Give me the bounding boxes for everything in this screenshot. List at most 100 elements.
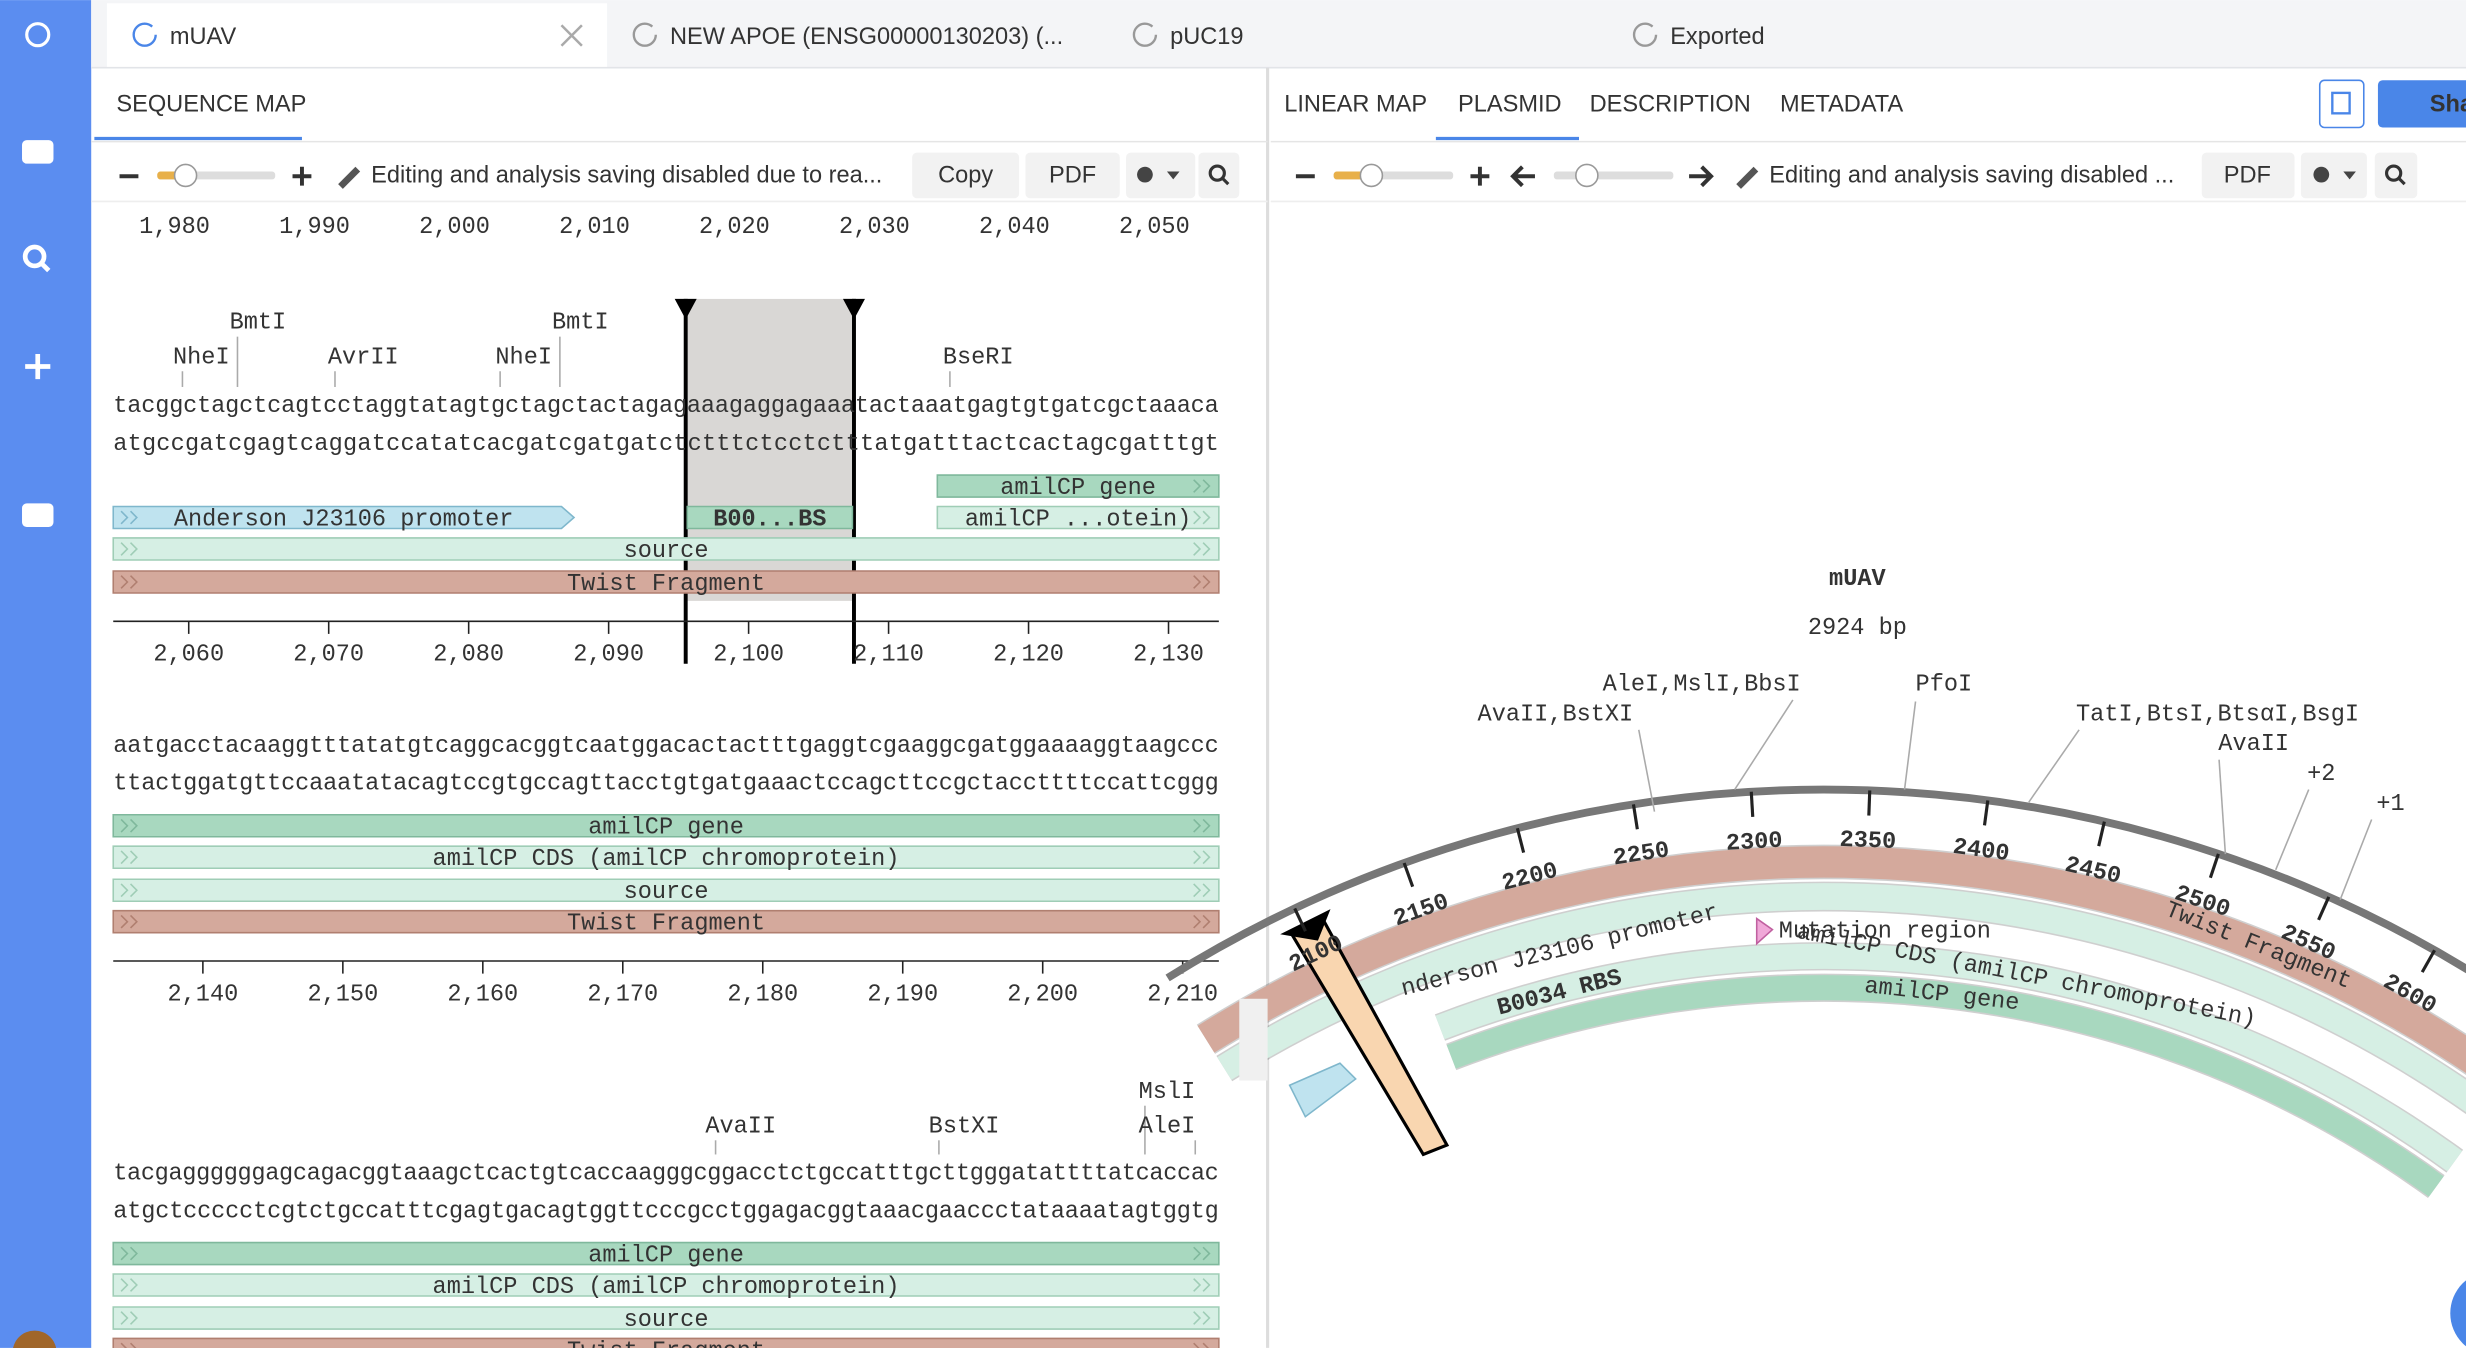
zoom-slider-thumb[interactable] [173, 163, 198, 188]
enzyme-label[interactable]: AvrII [328, 344, 399, 371]
mutation-marker[interactable] [1755, 917, 1774, 946]
search-button[interactable] [2374, 152, 2418, 199]
feature-direction [1193, 542, 1211, 556]
button-label[interactable]: Copy [938, 161, 993, 187]
cut-site-line [2339, 819, 2373, 900]
help-button[interactable] [2450, 1271, 2466, 1348]
feature[interactable] [112, 1273, 1220, 1297]
copy-link-button[interactable] [2318, 79, 2365, 129]
close-tab[interactable] [560, 24, 583, 47]
enzyme-label[interactable]: TatI,BtsI,BtsαI,BsgI [2076, 701, 2359, 728]
pdf-button[interactable] [2201, 152, 2295, 199]
feature-label[interactable]: Twist Fragment [567, 1338, 765, 1348]
enzyme-label[interactable]: NheI [173, 344, 230, 371]
settings-button[interactable] [1126, 152, 1196, 199]
edit-icon [338, 166, 361, 189]
rotate-slider-thumb[interactable] [1575, 163, 1599, 188]
share-label[interactable]: Share [2430, 91, 2466, 117]
selection-handle[interactable] [674, 298, 865, 320]
enzyme-label[interactable]: MslI [1139, 1079, 1196, 1106]
feature[interactable] [112, 505, 576, 530]
user-avatar[interactable] [13, 1330, 57, 1348]
folder-icon[interactable] [22, 503, 54, 527]
enzyme-label[interactable]: AvaII [705, 1113, 776, 1140]
settings-button[interactable] [2300, 152, 2367, 199]
enzyme-label[interactable]: +1 [2376, 791, 2404, 818]
feature[interactable] [112, 570, 1220, 594]
feature-direction [120, 1342, 137, 1348]
tab-title[interactable]: Exported [1670, 23, 1764, 49]
pdf-button[interactable] [1025, 152, 1120, 199]
panel-tab[interactable]: SEQUENCE MAP [116, 91, 306, 117]
search-icon[interactable] [22, 244, 47, 269]
enzyme-label[interactable]: PfoI [1916, 671, 1973, 698]
feature-label[interactable]: Twist Fragment [567, 911, 765, 938]
feature-label[interactable]: source [624, 538, 709, 565]
button-label[interactable]: PDF [2224, 161, 2271, 187]
enzyme-label[interactable]: AvaII,BstXI [1478, 701, 1634, 728]
panel-tab[interactable]: METADATA [1780, 91, 1903, 117]
enzyme-label[interactable]: NheI [495, 344, 552, 371]
tab-title[interactable]: mUAV [170, 23, 237, 49]
feature[interactable] [112, 813, 1220, 838]
feature[interactable] [112, 1337, 1220, 1348]
feature-label[interactable]: source [624, 879, 709, 906]
feature[interactable] [112, 1306, 1220, 1330]
tab-title[interactable]: NEW APOE (ENSG00000130203) (... [670, 23, 1063, 49]
feature[interactable] [112, 909, 1220, 934]
feature-label[interactable]: amilCP gene [588, 1242, 744, 1269]
enzyme-label[interactable]: BseRI [943, 344, 1014, 371]
feature-direction [120, 510, 138, 525]
scrollbar[interactable] [1239, 998, 1268, 1081]
feature[interactable] [1197, 846, 2466, 1085]
tab-title[interactable]: pUC19 [1170, 23, 1243, 49]
feature-label[interactable]: Anderson J23106 promoter [174, 506, 514, 533]
feature[interactable] [1217, 883, 2466, 1113]
enzyme-label[interactable]: BmtI [552, 310, 609, 337]
feature-label[interactable]: amilCP gene [588, 815, 744, 842]
panel-tab[interactable]: LINEAR MAP [1284, 91, 1427, 117]
copy-button[interactable] [912, 152, 1020, 199]
feature-label[interactable]: Twist Fragment [567, 571, 765, 598]
active-tab[interactable] [106, 3, 608, 68]
feature-label[interactable]: amilCP CDS (amilCP chromoprotein) [433, 846, 900, 873]
feature[interactable] [1446, 975, 2444, 1197]
enzyme-label[interactable]: AleI [1139, 1113, 1196, 1140]
enzyme-label[interactable]: +2 [2307, 761, 2335, 788]
logo-icon[interactable] [25, 22, 51, 48]
enzyme-label[interactable]: BstXI [929, 1113, 1000, 1140]
enzyme-label[interactable]: AvaII [2218, 731, 2289, 758]
panel-tab[interactable]: PLASMID [1458, 91, 1562, 117]
rotate-slider[interactable] [1553, 171, 1674, 180]
selection-handle[interactable] [1280, 909, 1331, 941]
search-button[interactable] [1198, 152, 1240, 199]
promoter-feature[interactable] [1288, 1062, 1357, 1118]
feature[interactable] [936, 505, 1220, 530]
tab-status-icon [132, 22, 157, 47]
feature[interactable] [112, 878, 1220, 903]
feature-label[interactable]: Mutation region [1779, 918, 1991, 945]
enzyme-label[interactable]: BmtI [230, 310, 287, 337]
feature-label[interactable]: B00...BS [713, 506, 826, 533]
feature-label[interactable]: source [624, 1307, 709, 1334]
feature[interactable] [112, 1241, 1220, 1266]
feature-label[interactable]: amilCP CDS (amilCP chromoprotein) [433, 1274, 900, 1301]
feature-label[interactable]: amilCP ...otein) [965, 506, 1191, 533]
enzyme-label[interactable]: AleI,MslI,BbsI [1603, 671, 1801, 698]
zoom-slider-thumb[interactable] [1359, 163, 1384, 188]
feature[interactable] [112, 845, 1220, 870]
panel-tab[interactable]: DESCRIPTION [1590, 91, 1751, 117]
edit-icon [1736, 166, 1759, 189]
zoom-buttons[interactable] [119, 166, 312, 186]
zoom-buttons[interactable] [1295, 166, 1490, 186]
feature[interactable] [1435, 943, 2463, 1172]
share-button[interactable] [2377, 80, 2466, 128]
button-label[interactable]: PDF [1049, 161, 1096, 187]
rotate-buttons[interactable] [1510, 165, 1714, 188]
feature[interactable] [112, 537, 1220, 561]
feature-label[interactable]: amilCP gene [1000, 475, 1156, 502]
feature[interactable] [686, 505, 854, 530]
briefcase-icon[interactable] [22, 140, 54, 164]
feature[interactable] [936, 474, 1220, 498]
add-icon[interactable] [25, 353, 51, 380]
